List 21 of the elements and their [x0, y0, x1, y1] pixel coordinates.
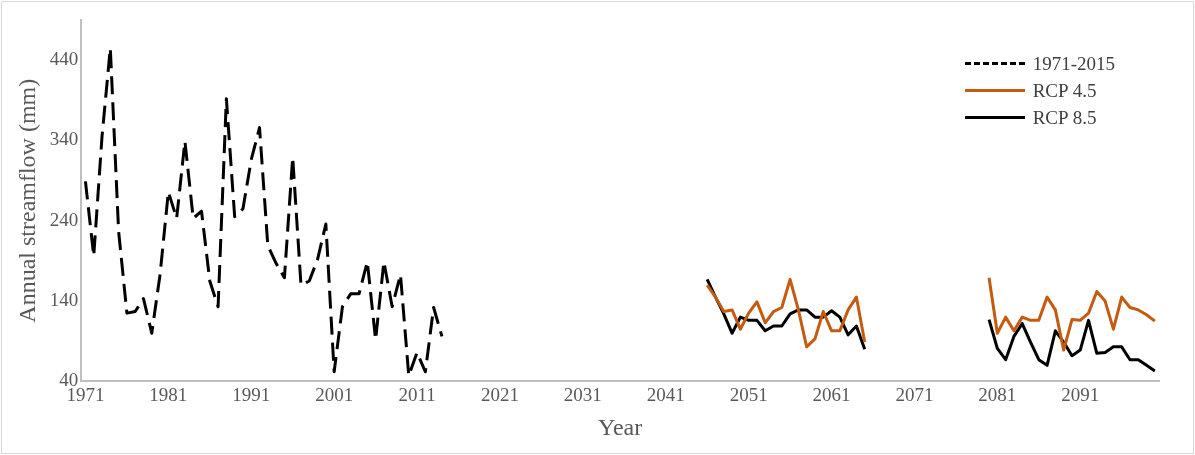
x-tick-label: 2071 — [895, 383, 934, 405]
x-tick-label: 1981 — [149, 383, 188, 405]
legend-label: RCP 8.5 — [1032, 106, 1097, 129]
x-tick-label: 2081 — [978, 383, 1017, 405]
x-tick-label: 2051 — [729, 383, 768, 405]
x-tick-label: 2021 — [480, 383, 519, 405]
x-tick-label: 2001 — [315, 383, 354, 405]
y-tick-label: 140 — [49, 289, 79, 311]
x-tick-label: 2031 — [563, 383, 602, 405]
x-tick-label: 2091 — [1061, 383, 1100, 405]
y-tick-label: 340 — [49, 128, 79, 150]
x-tick-label: 2011 — [398, 383, 436, 405]
x-tick-label: 1991 — [232, 383, 271, 405]
y-tick-label: 440 — [49, 48, 79, 70]
legend-label: 1971-2015 — [1032, 52, 1115, 75]
x-tick-label: 2041 — [646, 383, 685, 405]
y-tick-label: 240 — [49, 208, 79, 230]
y-axis-title: Annual streamflow (mm) — [13, 78, 40, 323]
x-tick-label: 2061 — [812, 383, 851, 405]
x-axis-title: Year — [598, 413, 643, 440]
legend-label: RCP 4.5 — [1032, 79, 1097, 102]
